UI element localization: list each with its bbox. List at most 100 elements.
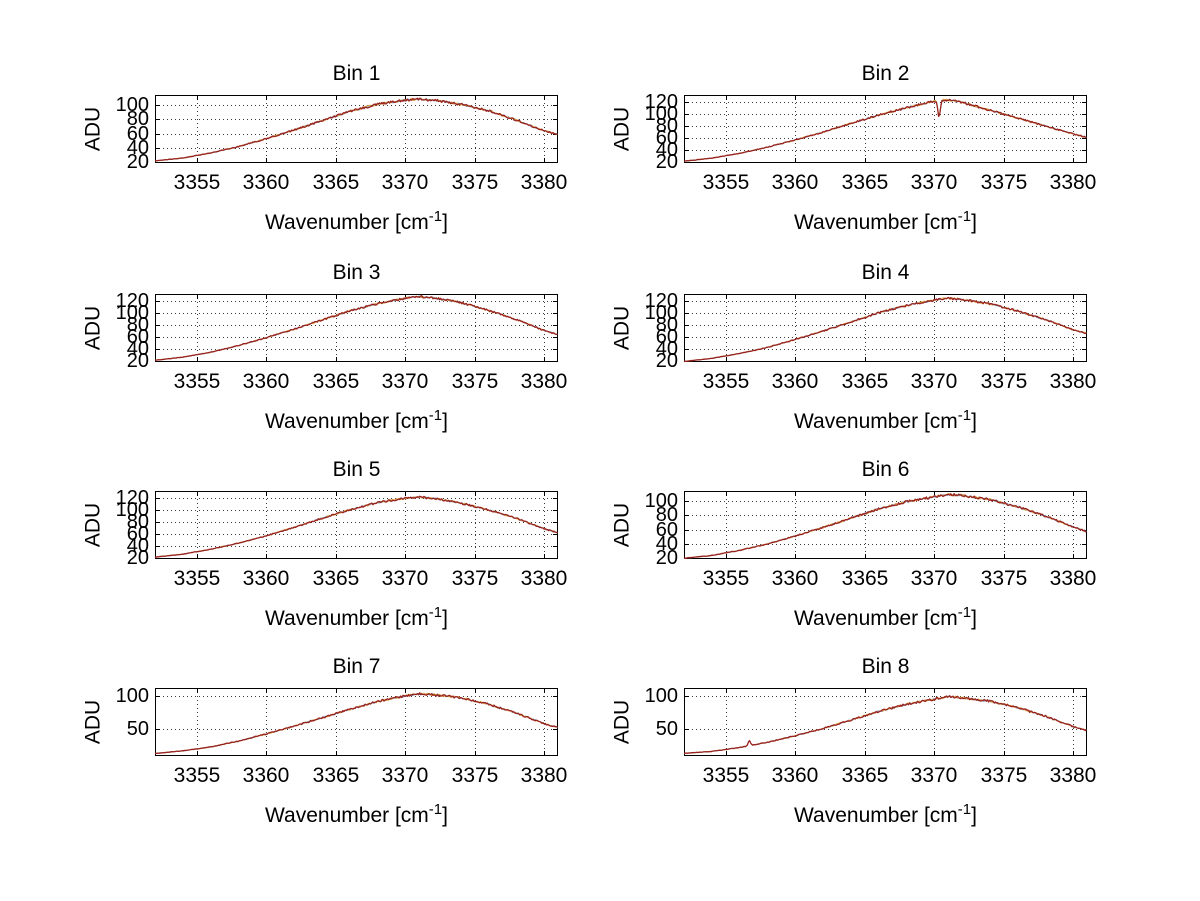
y-tick-label: 20 bbox=[126, 547, 149, 569]
y-tick-label: 100 bbox=[115, 94, 149, 116]
x-axis-label-suffix: ] bbox=[971, 211, 977, 234]
x-tick-label: 3375 bbox=[980, 764, 1028, 787]
x-tick-label: 3360 bbox=[242, 764, 290, 787]
fit-curve-red bbox=[154, 692, 558, 755]
x-axis-label-text: Wavenumber [cm bbox=[265, 607, 429, 630]
x-axis-label: Wavenumber [cm-1] bbox=[684, 801, 1087, 830]
x-axis-label-text: Wavenumber [cm bbox=[265, 211, 429, 234]
x-axis-label-suffix: ] bbox=[442, 211, 448, 234]
x-tick-label: 3370 bbox=[910, 764, 958, 787]
x-axis-label: Wavenumber [cm-1] bbox=[684, 208, 1087, 237]
subplot-title: Bin 4 bbox=[861, 261, 910, 284]
y-tick-label: 20 bbox=[126, 151, 149, 173]
x-tick-label: 3370 bbox=[910, 567, 958, 590]
subplot-title: Bin 2 bbox=[861, 62, 910, 85]
x-tick-label: 3370 bbox=[910, 171, 958, 194]
x-tick-label: 3360 bbox=[771, 171, 819, 194]
fit-curve-red bbox=[684, 695, 1087, 754]
x-axis-label-suffix: ] bbox=[442, 804, 448, 827]
x-tick-label: 3360 bbox=[242, 370, 290, 393]
axis-box bbox=[684, 95, 1087, 163]
subplot-title: Bin 3 bbox=[332, 261, 381, 284]
x-axis-label-exponent: -1 bbox=[957, 407, 972, 424]
x-tick-label: 3365 bbox=[312, 370, 360, 393]
fit-curve-red bbox=[155, 97, 558, 162]
x-tick-label: 3355 bbox=[173, 171, 221, 194]
plot-svg bbox=[683, 491, 1087, 559]
y-tick-label: 120 bbox=[644, 290, 678, 312]
y-tick-label: 100 bbox=[644, 490, 678, 512]
x-axis-label-text: Wavenumber [cm bbox=[794, 211, 958, 234]
y-tick-label: 60 bbox=[655, 519, 678, 541]
y-tick-label: 20 bbox=[655, 151, 678, 173]
x-tick-label: 3355 bbox=[702, 171, 750, 194]
y-tick-label: 80 bbox=[126, 511, 149, 533]
x-tick-label: 3365 bbox=[312, 764, 360, 787]
axis-box bbox=[155, 688, 558, 756]
x-tick-label: 3360 bbox=[242, 171, 290, 194]
x-axis-label-suffix: ] bbox=[971, 607, 977, 630]
axis-box bbox=[684, 688, 1087, 756]
y-tick-label: 120 bbox=[115, 290, 149, 312]
x-tick-label: 3380 bbox=[520, 567, 568, 590]
x-axis-label: Wavenumber [cm-1] bbox=[684, 604, 1087, 633]
subplot-title: Bin 7 bbox=[332, 655, 381, 678]
x-axis-label-text: Wavenumber [cm bbox=[794, 804, 958, 827]
x-tick-label: 3380 bbox=[520, 370, 568, 393]
plot-svg bbox=[154, 688, 558, 756]
plot-svg bbox=[683, 294, 1087, 363]
y-tick-label: 100 bbox=[644, 685, 678, 707]
x-tick-label: 3360 bbox=[771, 764, 819, 787]
x-axis-label-exponent: -1 bbox=[957, 801, 972, 818]
x-tick-label: 3380 bbox=[1049, 567, 1097, 590]
y-tick-label: 80 bbox=[655, 115, 678, 137]
x-tick-label: 3375 bbox=[451, 370, 499, 393]
y-tick-label: 50 bbox=[655, 718, 678, 740]
y-tick-label: 20 bbox=[126, 350, 149, 372]
x-axis-label-exponent: -1 bbox=[957, 604, 972, 621]
subplot-title: Bin 6 bbox=[861, 458, 910, 481]
x-tick-label: 3380 bbox=[1049, 764, 1097, 787]
x-axis-label-exponent: -1 bbox=[957, 208, 972, 225]
x-tick-label: 3355 bbox=[173, 370, 221, 393]
x-axis-label: Wavenumber [cm-1] bbox=[155, 801, 558, 830]
fit-curve-red bbox=[154, 495, 558, 558]
x-tick-label: 3365 bbox=[312, 567, 360, 590]
x-tick-label: 3375 bbox=[451, 171, 499, 194]
y-tick-label: 60 bbox=[126, 523, 149, 545]
y-tick-label: 120 bbox=[115, 487, 149, 509]
x-tick-label: 3380 bbox=[520, 171, 568, 194]
x-tick-label: 3375 bbox=[980, 370, 1028, 393]
y-tick-label: 40 bbox=[126, 137, 149, 159]
y-tick-label: 40 bbox=[655, 338, 678, 360]
x-tick-label: 3370 bbox=[381, 171, 429, 194]
x-tick-label: 3355 bbox=[173, 567, 221, 590]
plot-svg bbox=[683, 95, 1087, 163]
y-tick-label: 40 bbox=[126, 535, 149, 557]
fit-curve-red bbox=[683, 296, 1087, 363]
axis-box bbox=[684, 491, 1087, 559]
plot-svg bbox=[683, 688, 1087, 756]
x-tick-label: 3365 bbox=[841, 370, 889, 393]
y-tick-label: 50 bbox=[126, 718, 149, 740]
fit-curve-red bbox=[683, 492, 1087, 559]
x-tick-label: 3375 bbox=[980, 171, 1028, 194]
x-tick-label: 3355 bbox=[702, 764, 750, 787]
x-tick-label: 3370 bbox=[910, 370, 958, 393]
y-tick-label: 80 bbox=[655, 504, 678, 526]
x-tick-label: 3365 bbox=[841, 171, 889, 194]
axis-box bbox=[155, 294, 558, 362]
plot-svg bbox=[154, 491, 558, 559]
y-tick-label: 80 bbox=[655, 314, 678, 336]
y-tick-label: 120 bbox=[644, 91, 678, 113]
x-tick-label: 3370 bbox=[381, 370, 429, 393]
x-tick-label: 3380 bbox=[1049, 370, 1097, 393]
axis-box bbox=[684, 294, 1087, 362]
y-tick-label: 80 bbox=[126, 108, 149, 130]
y-tick-label: 100 bbox=[644, 103, 678, 125]
y-tick-label: 20 bbox=[655, 547, 678, 569]
y-tick-label: 80 bbox=[126, 314, 149, 336]
subplot-title: Bin 1 bbox=[332, 62, 381, 85]
x-tick-label: 3360 bbox=[771, 567, 819, 590]
subplot-title: Bin 5 bbox=[332, 458, 381, 481]
